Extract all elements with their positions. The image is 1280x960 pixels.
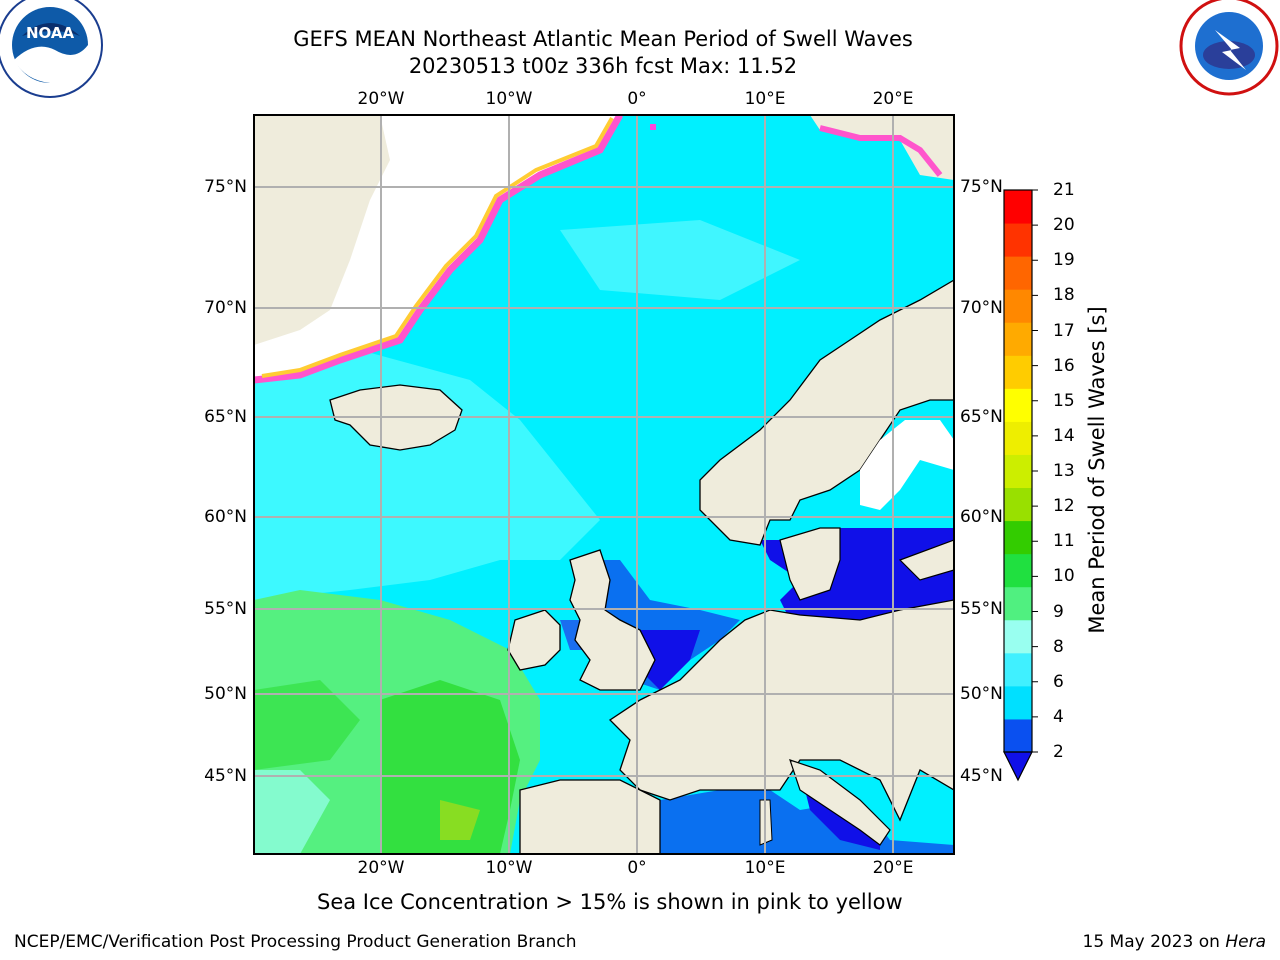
colorbar-tick-label: 18 — [1053, 285, 1075, 306]
lat-label-right: 75°N — [960, 177, 1003, 197]
colorbar-title: Mean Period of Swell Waves [s] — [1085, 306, 1109, 634]
colorbar-segment — [1004, 520, 1032, 555]
colorbar-segment — [1004, 223, 1032, 257]
colorbar-extend-arrow — [1003, 751, 1033, 782]
scandinavia-land — [699, 279, 954, 546]
colorbar — [1003, 189, 1038, 782]
lat-label-left: 55°N — [204, 599, 247, 619]
colorbar-tick-label: 19 — [1053, 250, 1075, 271]
lat-label-right: 60°N — [960, 507, 1003, 527]
lat-label-left: 65°N — [204, 407, 247, 427]
colorbar-tick-label: 12 — [1053, 496, 1075, 517]
colorbar-tick-label: 4 — [1053, 706, 1064, 727]
lat-label-right: 45°N — [960, 766, 1003, 786]
colorbar-tick-label: 15 — [1053, 390, 1075, 411]
greenland-land — [254, 115, 390, 345]
lon-label-top: 20°W — [357, 89, 405, 109]
lon-label-top: 10°E — [744, 89, 786, 109]
colorbar-segment — [1004, 256, 1032, 290]
colorbar-tick-label: 16 — [1053, 355, 1075, 376]
colorbar-tick-label: 17 — [1053, 320, 1075, 341]
colorbar-segment — [1004, 619, 1032, 654]
lon-label-top: 10°W — [485, 89, 533, 109]
colorbar-segment — [1004, 718, 1032, 753]
lat-label-right: 50°N — [960, 684, 1003, 704]
chart-title: GEFS MEAN Northeast Atlantic Mean Period… — [293, 27, 913, 51]
footer-credit: NCEP/EMC/Verification Post Processing Pr… — [14, 932, 577, 952]
colorbar-segment — [1004, 322, 1032, 356]
lon-label-bottom: 20°W — [357, 858, 405, 878]
colorbar-segment — [1004, 421, 1032, 455]
colorbar-segment — [1004, 685, 1032, 720]
colorbar-tick-label: 2 — [1053, 742, 1064, 762]
lat-label-left: 45°N — [204, 766, 247, 786]
colorbar-segment — [1004, 289, 1032, 323]
graticule — [254, 115, 954, 854]
colorbar-tick-label: 8 — [1053, 636, 1064, 657]
colorbar-tick-label: 21 — [1053, 180, 1075, 200]
iberia-land — [519, 779, 661, 854]
lon-label-bottom: 20°E — [872, 858, 914, 878]
map-area — [254, 115, 954, 854]
colorbar-segment — [1004, 586, 1032, 621]
lat-label-left: 75°N — [204, 177, 247, 197]
lon-label-top: 0° — [627, 89, 647, 109]
colorbar-segment — [1004, 553, 1032, 588]
sea-ice-edge — [254, 115, 624, 384]
colorbar-segment — [1004, 652, 1032, 687]
lat-label-right: 55°N — [960, 599, 1003, 619]
lat-label-left: 60°N — [204, 507, 247, 527]
colorbar-tick-label: 20 — [1053, 215, 1075, 236]
colorbar-segment — [1004, 355, 1032, 389]
lon-label-top: 20°E — [872, 89, 914, 109]
colorbar-segment — [1004, 454, 1032, 489]
lon-label-bottom: 10°E — [744, 858, 786, 878]
noaa-logo: NOAA — [0, 0, 103, 98]
colorbar-tick-label: 6 — [1053, 671, 1064, 692]
lat-label-left: 50°N — [204, 684, 247, 704]
swell-10-11s-area — [380, 680, 520, 854]
footer-date: 15 May 2023 on Hera — [1082, 932, 1267, 952]
nws-logo — [1179, 0, 1279, 96]
colorbar-tick-label: 14 — [1053, 425, 1075, 446]
colorbar-tick-label: 9 — [1053, 601, 1064, 622]
map-frame — [253, 114, 955, 855]
colorbar-segment — [1004, 487, 1032, 522]
noaa-logo-text: NOAA — [26, 24, 75, 42]
colorbar-tick-label: 11 — [1053, 531, 1075, 552]
chart-subtitle: 20230513 t00z 336h fcst Max: 11.52 — [408, 54, 798, 78]
colorbar-segment — [1004, 388, 1032, 422]
lat-label-right: 70°N — [960, 298, 1003, 318]
colorbar-tick-label: 10 — [1053, 566, 1075, 587]
lat-label-left: 70°N — [204, 298, 247, 318]
lon-label-bottom: 10°W — [485, 858, 533, 878]
lon-label-bottom: 0° — [627, 858, 647, 878]
colorbar-tick-label: 13 — [1053, 461, 1075, 481]
colorbar-segment — [1004, 190, 1032, 224]
lat-label-right: 65°N — [960, 407, 1003, 427]
